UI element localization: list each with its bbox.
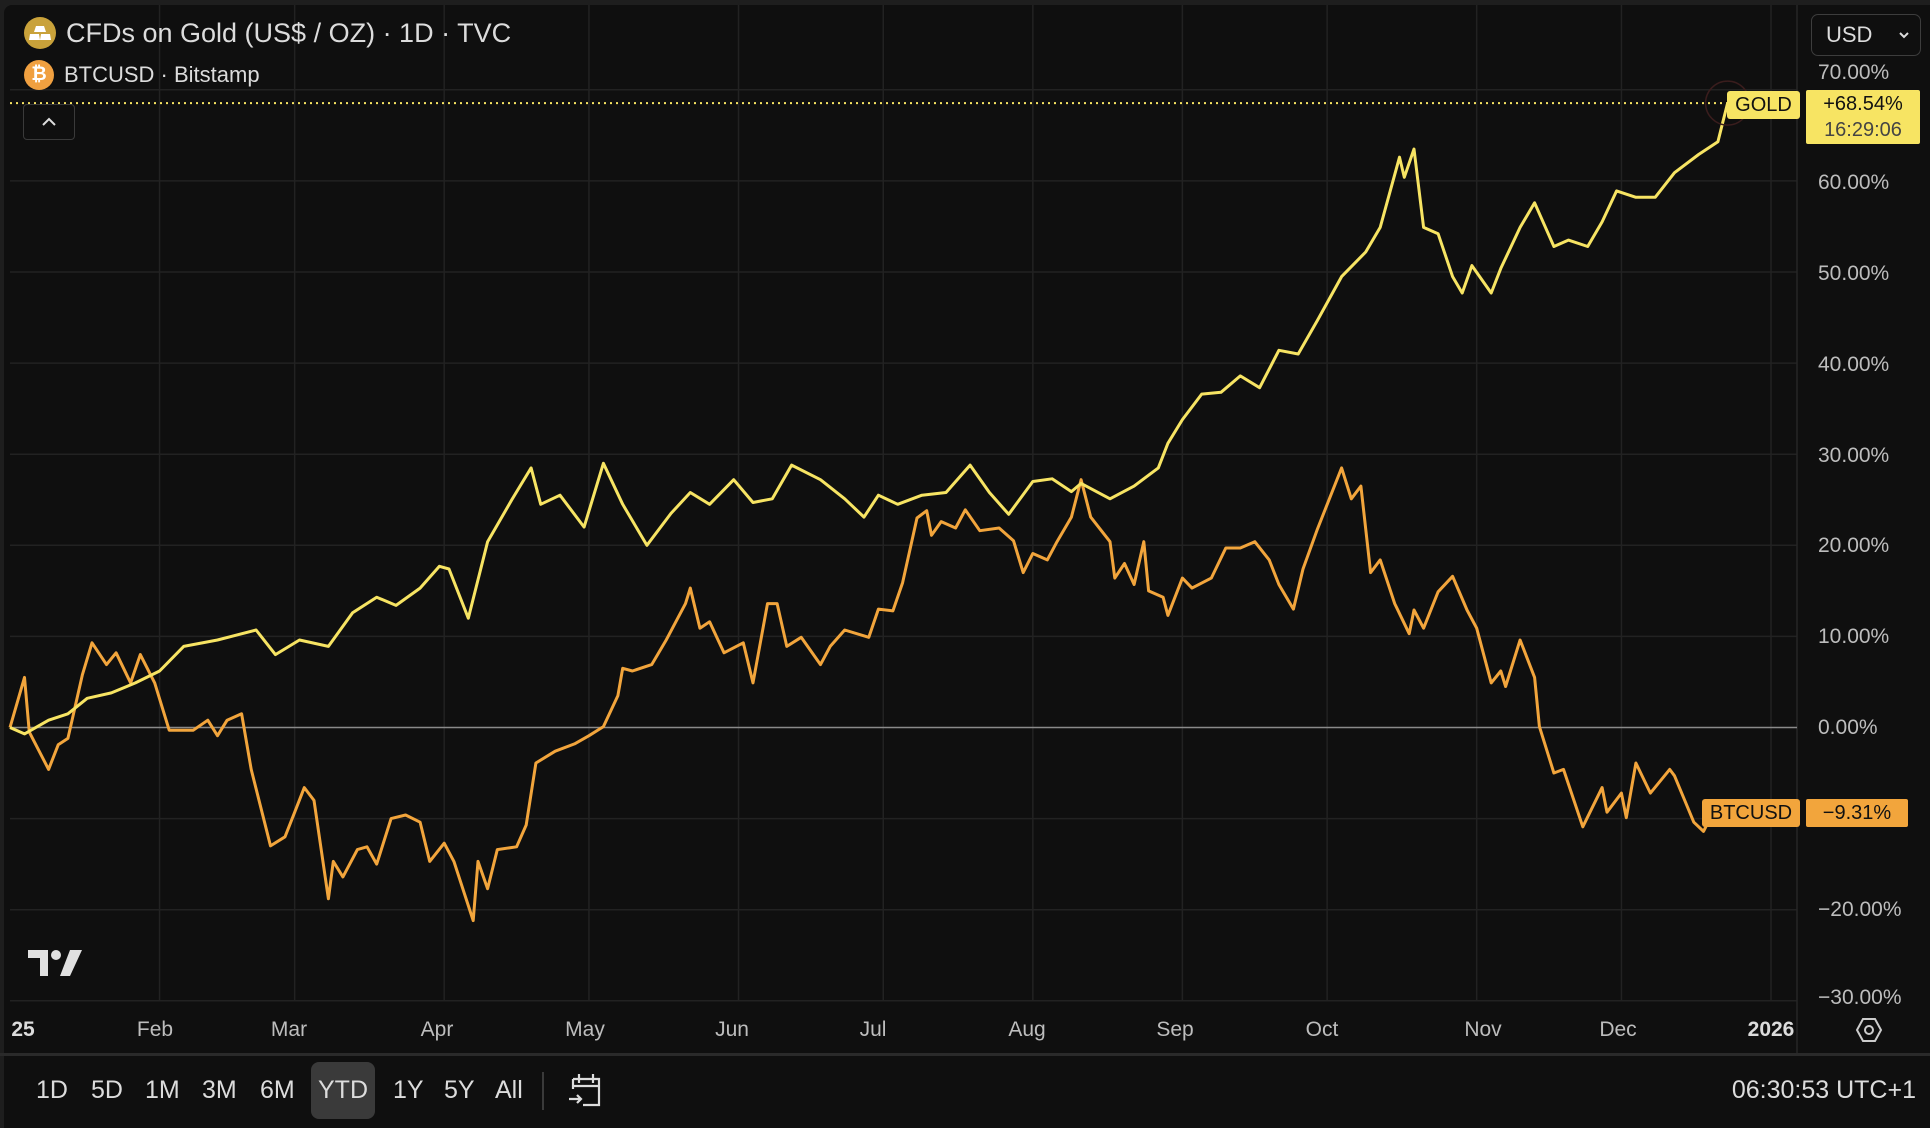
btc-tag-name: BTCUSD: [1709, 801, 1793, 824]
range-ytd-button[interactable]: YTD: [311, 1062, 375, 1119]
y-tick-label: 30.00%: [1818, 444, 1890, 467]
x-tick-label: May: [565, 1018, 605, 1041]
tradingview-logo[interactable]: [28, 948, 84, 983]
x-tick-label: Aug: [1008, 1018, 1046, 1041]
range-5d-button[interactable]: 5D: [91, 1076, 123, 1104]
legend-gold[interactable]: CFDs on Gold (US$ / OZ) · 1D · TVC: [24, 17, 511, 49]
x-tick-label: Jun: [715, 1018, 749, 1041]
legend-btc[interactable]: ₿ BTCUSD · Bitstamp: [24, 60, 260, 90]
currency-value: USD: [1826, 22, 1873, 47]
collapse-legend-button[interactable]: [23, 104, 75, 140]
gold-price-tag: +68.54% 16:29:06: [1806, 90, 1920, 144]
toolbar-divider: [0, 1053, 1930, 1056]
x-tick-label: Feb: [136, 1018, 174, 1041]
btc-tag-value: −9.31%: [1822, 801, 1892, 824]
x-tick-label: Nov: [1464, 1018, 1502, 1041]
grid: [10, 5, 1798, 1053]
gold-tag-name: GOLD: [1735, 93, 1792, 116]
range-1m-button[interactable]: 1M: [145, 1076, 180, 1104]
chart-panel: [4, 5, 1930, 1128]
x-tick-label: Mar: [270, 1018, 308, 1041]
chart-settings-button[interactable]: [1855, 1016, 1883, 1049]
go-to-date-button[interactable]: [567, 1071, 603, 1114]
gold-series-line[interactable]: [9, 102, 1730, 736]
calendar-icon: [569, 1074, 601, 1107]
bitcoin-icon: ₿: [24, 60, 54, 90]
btcusd-series-line[interactable]: [8, 466, 1715, 923]
chevron-up-icon: [42, 117, 56, 126]
x-tick-label: Jul: [859, 1018, 887, 1041]
range-3m-button[interactable]: 3M: [202, 1076, 237, 1104]
y-tick-label: 70.00%: [1818, 61, 1890, 84]
timezone-clock[interactable]: 06:30:53 UTC+1: [1731, 1076, 1916, 1104]
x-tick-label: Sep: [1156, 1018, 1194, 1041]
y-tick-label: 40.00%: [1818, 353, 1890, 376]
gold-bars-icon: [24, 17, 56, 49]
gear-icon: [1855, 1018, 1883, 1042]
x-tick-label: Apr: [420, 1018, 454, 1041]
range-1d-button[interactable]: 1D: [36, 1076, 68, 1104]
x-tick-label: 25: [11, 1018, 35, 1041]
currency-select[interactable]: USD: [1811, 14, 1921, 56]
y-tick-label: −30.00%: [1818, 986, 1902, 1009]
x-tick-label: Dec: [1599, 1018, 1637, 1041]
range-1y-button[interactable]: 1Y: [393, 1076, 424, 1104]
chevron-down-icon: [1899, 32, 1909, 39]
x-tick-label: 2026: [1747, 1018, 1795, 1041]
toolbar-separator: [542, 1072, 544, 1110]
y-tick-label: 10.00%: [1818, 625, 1890, 648]
range-6m-button[interactable]: 6M: [260, 1076, 295, 1104]
gold-bar-countdown: 16:29:06: [1824, 119, 1902, 141]
legend-gold-title: CFDs on Gold (US$ / OZ) · 1D · TVC: [66, 17, 512, 48]
btc-price-tag: −9.31%: [1806, 799, 1908, 827]
gold-series-tag: GOLD: [1727, 91, 1800, 119]
legend-btc-title: BTCUSD · Bitstamp: [64, 62, 260, 87]
y-tick-label: 60.00%: [1818, 171, 1890, 194]
y-tick-label: 50.00%: [1818, 262, 1890, 285]
range-5y-button[interactable]: 5Y: [444, 1076, 475, 1104]
range-all-button[interactable]: All: [495, 1076, 523, 1104]
y-tick-label: 20.00%: [1818, 534, 1890, 557]
x-tick-label: Oct: [1305, 1018, 1339, 1041]
y-tick-label: 0.00%: [1818, 716, 1878, 739]
y-tick-label: −20.00%: [1818, 898, 1902, 921]
gold-tag-value: +68.54%: [1823, 93, 1903, 115]
btc-series-tag: BTCUSD: [1702, 799, 1800, 827]
